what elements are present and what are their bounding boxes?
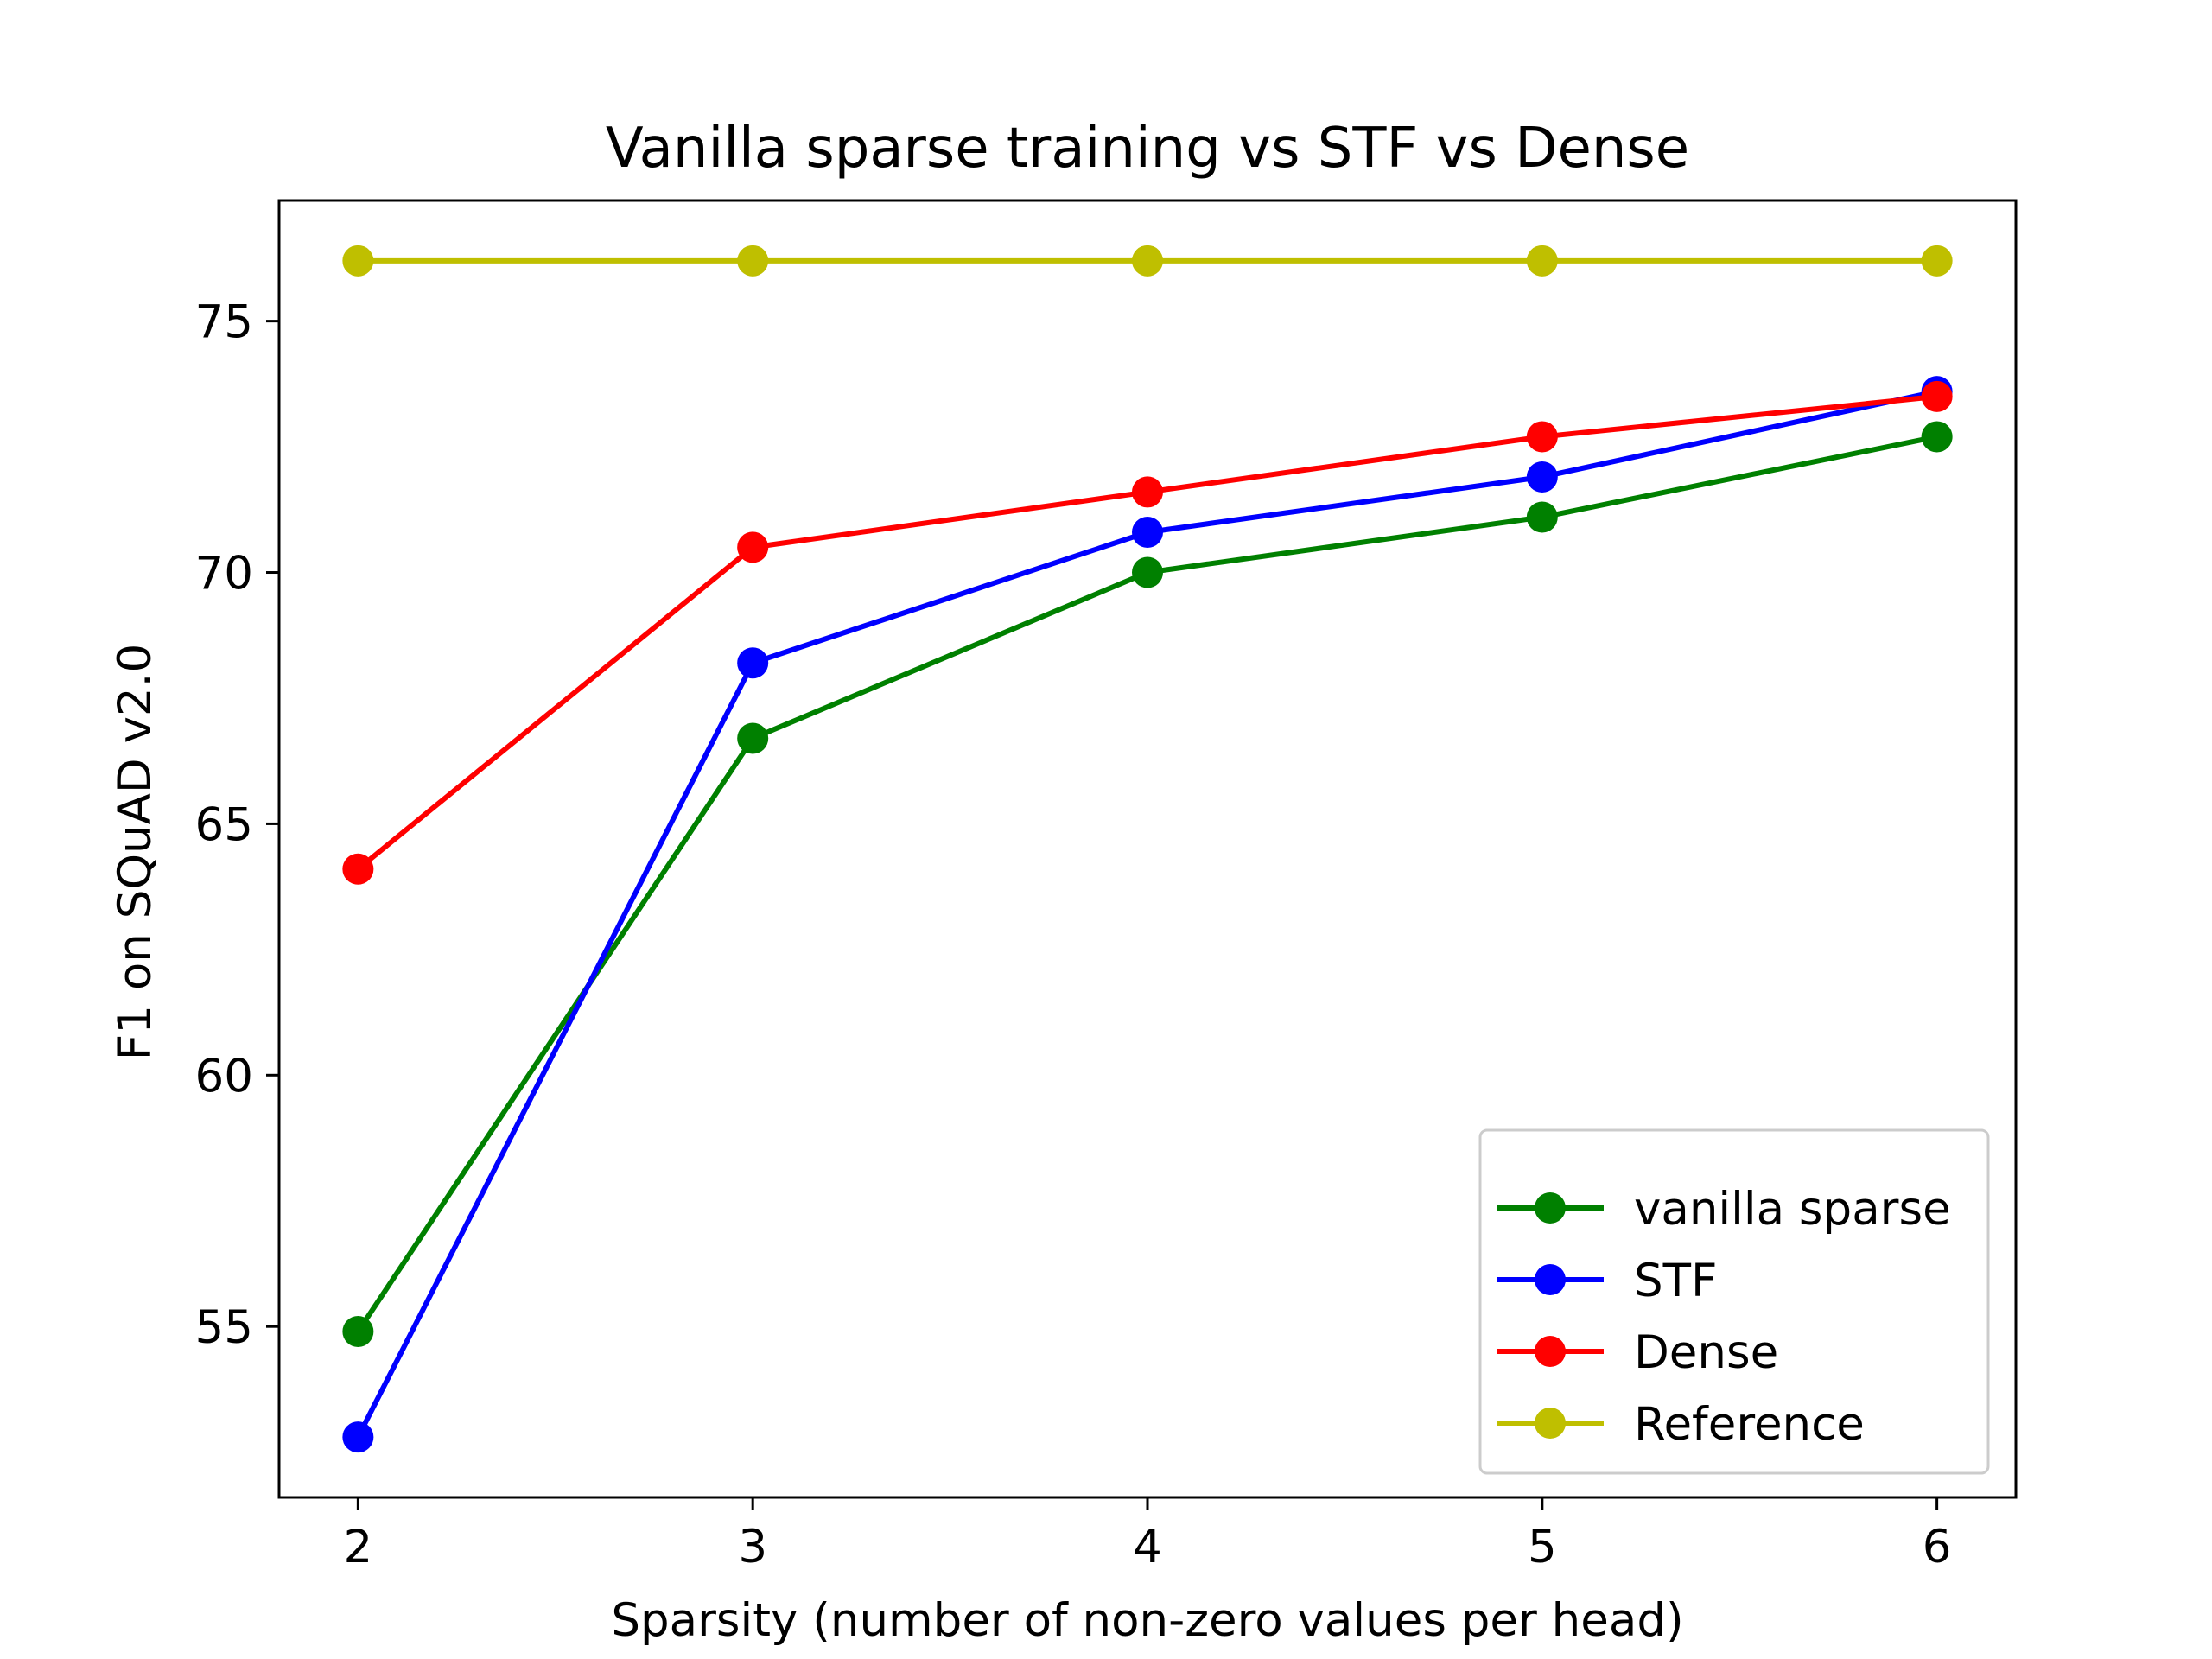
- y-tick-label: 65: [195, 798, 253, 851]
- chart-title: Vanilla sparse training vs STF vs Dense: [606, 117, 1689, 181]
- x-axis-label: Sparsity (number of non-zero values per …: [611, 1594, 1683, 1647]
- legend-marker: [1535, 1264, 1566, 1295]
- data-point-dense: [737, 531, 769, 563]
- y-tick-label: 55: [195, 1301, 253, 1354]
- x-tick-label: 2: [343, 1521, 372, 1573]
- data-point-dense: [1132, 476, 1163, 508]
- plot-area: 2 3 4 5 6 55 60 65 70 75: [195, 199, 2018, 1573]
- data-point-dense: [342, 853, 374, 885]
- legend-label: vanilla sparse: [1634, 1183, 1951, 1236]
- data-point-vanilla-sparse: [1921, 421, 1953, 453]
- data-point-vanilla-sparse: [1526, 501, 1558, 533]
- x-tick-label: 5: [1528, 1521, 1557, 1573]
- data-point-dense: [1526, 421, 1558, 453]
- data-point-stf: [737, 647, 769, 679]
- y-axis-label: F1 on SQuAD v2.0: [109, 644, 162, 1060]
- data-point-vanilla-sparse: [342, 1316, 374, 1348]
- x-tick-label: 4: [1133, 1521, 1162, 1573]
- x-tick-label: 6: [1923, 1521, 1952, 1573]
- series-line-dense: [356, 393, 1937, 872]
- data-point-reference: [342, 245, 374, 276]
- data-point-stf: [1132, 516, 1163, 548]
- legend-label: Reference: [1634, 1398, 1865, 1451]
- legend-marker: [1535, 1408, 1566, 1439]
- legend-label: Dense: [1634, 1326, 1778, 1379]
- data-point-stf: [1526, 461, 1558, 493]
- data-point-reference: [1132, 245, 1163, 276]
- data-point-vanilla-sparse: [1132, 556, 1163, 588]
- y-tick-label: 60: [195, 1050, 253, 1103]
- legend-box: [1478, 1128, 1990, 1475]
- data-point-reference: [1526, 245, 1558, 276]
- data-point-dense: [1921, 380, 1953, 412]
- y-tick-label: 75: [195, 296, 253, 349]
- legend-marker: [1535, 1336, 1566, 1367]
- legend-marker: [1535, 1192, 1566, 1224]
- x-tick-label: 3: [738, 1521, 767, 1573]
- data-point-reference: [1921, 245, 1953, 276]
- data-point-vanilla-sparse: [737, 722, 769, 754]
- legend: vanilla sparse STF Dense Reference: [1478, 1128, 1990, 1475]
- data-point-stf: [342, 1421, 374, 1453]
- y-tick-label: 70: [195, 548, 253, 601]
- data-point-reference: [737, 245, 769, 276]
- legend-label: STF: [1634, 1255, 1718, 1307]
